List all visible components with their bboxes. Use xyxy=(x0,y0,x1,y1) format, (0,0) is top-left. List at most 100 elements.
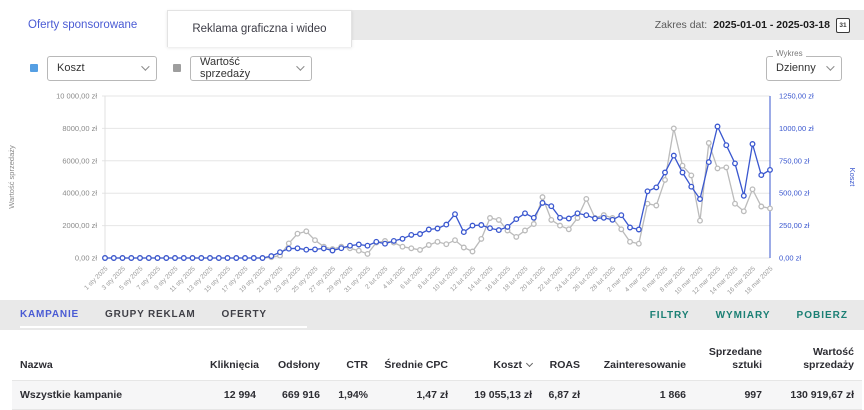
data-point-marker[interactable] xyxy=(749,186,756,193)
data-point-marker[interactable] xyxy=(119,255,126,261)
data-point-marker[interactable] xyxy=(697,196,703,202)
data-point-marker[interactable] xyxy=(312,237,318,244)
data-point-marker[interactable] xyxy=(303,246,310,253)
data-point-marker[interactable] xyxy=(522,227,528,234)
column-header-ctr[interactable]: CTR xyxy=(346,359,368,372)
data-point-marker[interactable] xyxy=(749,141,756,147)
data-point-marker[interactable] xyxy=(723,164,730,171)
data-point-marker[interactable] xyxy=(627,238,633,245)
data-point-marker[interactable] xyxy=(285,240,292,247)
data-point-marker[interactable] xyxy=(495,227,502,234)
data-point-marker[interactable] xyxy=(224,255,231,261)
data-point-marker[interactable] xyxy=(478,235,485,242)
data-point-marker[interactable] xyxy=(758,172,765,179)
action-pobierz[interactable]: POBIERZ xyxy=(796,309,848,321)
data-point-marker[interactable] xyxy=(425,226,432,233)
data-point-marker[interactable] xyxy=(548,203,555,210)
data-point-marker[interactable] xyxy=(443,241,450,248)
data-point-marker[interactable] xyxy=(434,225,441,232)
data-point-marker[interactable] xyxy=(697,217,703,224)
data-point-marker[interactable] xyxy=(548,216,555,223)
data-point-marker[interactable] xyxy=(180,255,187,261)
data-point-marker[interactable] xyxy=(102,255,108,261)
data-point-marker[interactable] xyxy=(653,184,660,191)
data-point-marker[interactable] xyxy=(163,255,170,261)
data-point-marker[interactable] xyxy=(390,237,397,244)
data-point-marker[interactable] xyxy=(145,255,152,261)
data-point-marker[interactable] xyxy=(434,238,441,245)
data-point-marker[interactable] xyxy=(172,255,178,261)
data-point-marker[interactable] xyxy=(312,246,318,253)
data-point-marker[interactable] xyxy=(495,216,502,223)
data-point-marker[interactable] xyxy=(329,247,336,254)
data-point-marker[interactable] xyxy=(268,253,275,260)
data-point-marker[interactable] xyxy=(530,221,537,227)
data-point-marker[interactable] xyxy=(417,246,423,253)
data-point-marker[interactable] xyxy=(513,233,520,240)
data-point-marker[interactable] xyxy=(154,255,161,261)
table-tab-oferty[interactable]: OFERTY xyxy=(221,308,267,320)
data-point-marker[interactable] xyxy=(583,212,590,219)
data-point-marker[interactable] xyxy=(618,226,625,233)
data-point-marker[interactable] xyxy=(767,205,773,212)
data-point-marker[interactable] xyxy=(740,208,747,215)
data-point-marker[interactable] xyxy=(355,247,362,254)
data-point-marker[interactable] xyxy=(469,222,476,229)
data-point-marker[interactable] xyxy=(443,221,450,228)
data-point-marker[interactable] xyxy=(767,166,773,173)
data-point-marker[interactable] xyxy=(198,255,205,261)
column-header-wartość-sprzedaży[interactable]: Wartość sprzedaży xyxy=(803,346,854,372)
data-point-marker[interactable] xyxy=(460,244,467,251)
data-point-marker[interactable] xyxy=(662,176,668,183)
data-point-marker[interactable] xyxy=(662,169,668,176)
calendar-icon[interactable]: 31 xyxy=(836,17,850,33)
column-header-sprzedane-sztuki[interactable]: Sprzedane sztuki xyxy=(708,346,762,372)
data-point-marker[interactable] xyxy=(609,216,616,223)
data-point-marker[interactable] xyxy=(285,245,292,252)
data-point-marker[interactable] xyxy=(557,214,563,221)
data-point-marker[interactable] xyxy=(189,255,196,261)
data-point-marker[interactable] xyxy=(653,202,660,209)
data-point-marker[interactable] xyxy=(320,245,327,252)
column-header-średnie-cpc[interactable]: Średnie CPC xyxy=(384,359,448,372)
data-point-marker[interactable] xyxy=(513,216,520,223)
data-point-marker[interactable] xyxy=(207,255,213,261)
action-wymiary[interactable]: WYMIARY xyxy=(715,309,771,321)
table-tab-kampanie[interactable]: KAMPANIE xyxy=(20,308,79,320)
data-point-marker[interactable] xyxy=(487,215,493,221)
data-point-marker[interactable] xyxy=(128,255,135,261)
data-point-marker[interactable] xyxy=(557,222,563,229)
data-point-marker[interactable] xyxy=(670,125,677,132)
chart-granularity-select[interactable]: Dzienny xyxy=(766,55,842,81)
data-point-marker[interactable] xyxy=(522,210,528,217)
metric2-select[interactable]: Wartość sprzedaży xyxy=(190,55,312,81)
table-row[interactable]: Wszystkie kampanie 12 994 669 916 1,94% 1,47… xyxy=(12,380,862,410)
data-point-marker[interactable] xyxy=(355,241,362,248)
data-point-marker[interactable] xyxy=(469,248,476,255)
data-point-marker[interactable] xyxy=(250,255,257,261)
data-point-marker[interactable] xyxy=(382,240,388,247)
data-point-marker[interactable] xyxy=(294,245,301,252)
column-header-koszt[interactable]: Koszt xyxy=(456,336,540,381)
data-point-marker[interactable] xyxy=(740,192,747,199)
data-point-marker[interactable] xyxy=(303,228,310,235)
data-point-marker[interactable] xyxy=(705,159,712,166)
data-point-marker[interactable] xyxy=(644,188,651,195)
data-point-marker[interactable] xyxy=(618,212,625,219)
data-point-marker[interactable] xyxy=(452,211,458,218)
data-point-marker[interactable] xyxy=(627,224,633,231)
column-header-nazwa[interactable]: Nazwa xyxy=(20,359,53,372)
data-point-marker[interactable] xyxy=(408,245,415,252)
data-point-marker[interactable] xyxy=(705,140,712,146)
data-point-marker[interactable] xyxy=(714,165,721,172)
data-point-marker[interactable] xyxy=(600,214,607,221)
data-point-marker[interactable] xyxy=(565,215,572,222)
data-point-marker[interactable] xyxy=(294,230,301,237)
column-header-odsłony[interactable]: Odsłony xyxy=(277,359,320,372)
data-point-marker[interactable] xyxy=(565,226,572,233)
data-point-marker[interactable] xyxy=(679,169,686,176)
data-point-marker[interactable] xyxy=(242,255,248,261)
data-point-marker[interactable] xyxy=(732,200,738,207)
data-point-marker[interactable] xyxy=(714,123,721,130)
data-point-marker[interactable] xyxy=(670,152,677,159)
